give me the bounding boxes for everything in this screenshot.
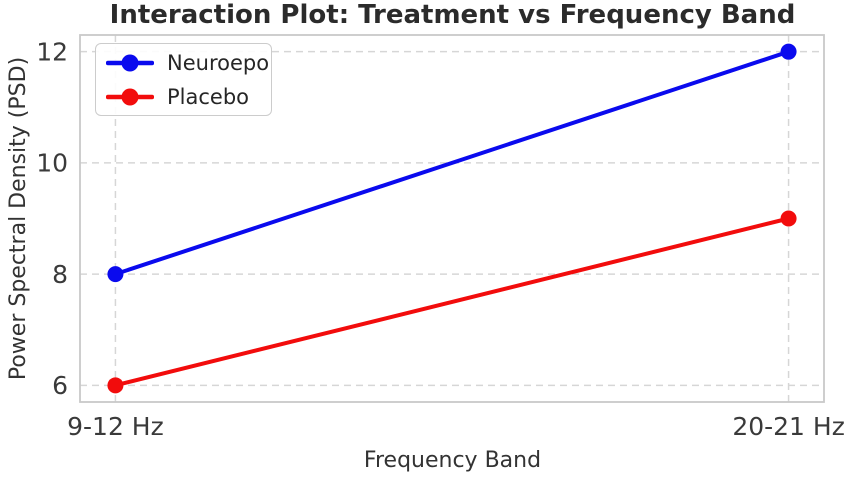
legend-label: Placebo <box>167 84 250 109</box>
x-axis-label: Frequency Band <box>363 448 542 473</box>
legend: Neuroepo Placebo <box>95 43 272 116</box>
y-tick-label: 10 <box>36 149 68 178</box>
y-tick-label: 6 <box>52 371 68 400</box>
series-line-placebo <box>113 216 791 388</box>
legend-line-marker-icon <box>106 54 154 71</box>
data-point-placebo-0 <box>107 377 124 394</box>
y-tick-label: 8 <box>52 260 68 289</box>
data-point-neuroepo-0 <box>107 266 124 283</box>
y-tick-label: 12 <box>36 37 68 66</box>
legend-label: Neuroepo <box>167 50 270 75</box>
y-axis-label: Power Spectral Density (PSD) <box>0 35 38 402</box>
y-axis-label-text: Power Spectral Density (PSD) <box>6 56 32 381</box>
legend-line-marker-icon <box>106 88 154 105</box>
data-point-neuroepo-1 <box>780 43 797 60</box>
chart-title: Interaction Plot: Treatment vs Frequency… <box>109 0 796 30</box>
plot-border <box>79 34 825 403</box>
x-tick-label: 9-12 Hz <box>67 412 164 441</box>
series-line-neuroepo <box>113 49 791 277</box>
data-point-placebo-1 <box>780 210 797 227</box>
legend-item-neuroepo: Neuroepo <box>106 47 271 78</box>
legend-item-placebo: Placebo <box>106 81 271 112</box>
x-tick-label: 20-21 Hz <box>732 412 845 441</box>
